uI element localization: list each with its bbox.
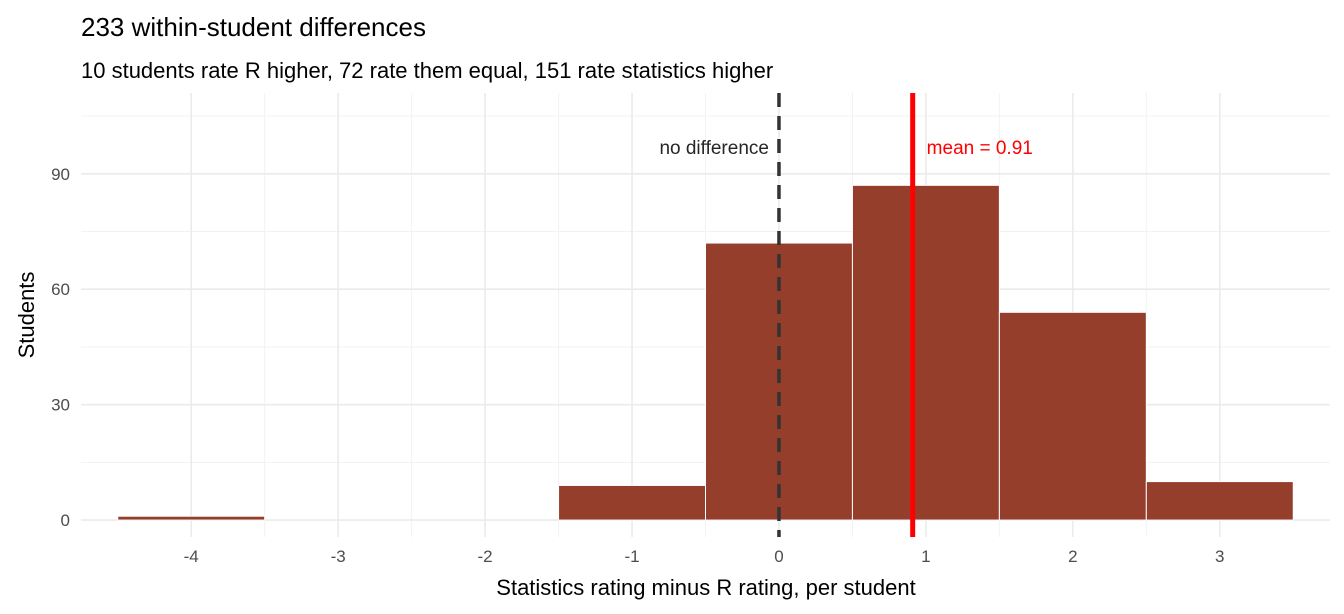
no-difference-label: no difference [659,138,769,159]
x-tick-label: -1 [624,547,639,566]
histogram-bar [1145,481,1294,521]
y-tick-label: 60 [51,280,70,299]
y-tick-label: 90 [51,165,70,184]
histogram-bar [558,484,707,521]
x-tick-label: 1 [921,547,930,566]
x-tick-label: -4 [184,547,199,566]
y-axis-title: Students [14,272,39,359]
x-tick-label: 0 [774,547,783,566]
y-tick-label: 0 [61,511,70,530]
x-tick-label: -3 [331,547,346,566]
mean-label: mean = 0.91 [927,138,1033,159]
x-axis-title: Statistics rating minus R rating, per st… [496,575,915,600]
y-tick-labels: 0 30 60 90 [51,165,70,530]
x-tick-labels: -4 -3 -2 -1 0 1 2 3 [184,547,1225,566]
chart-subtitle: 10 students rate R higher, 72 rate them … [81,58,773,83]
reference-lines: no difference mean = 0.91 [659,93,1033,537]
histogram-bar [117,515,266,521]
x-tick-label: 2 [1068,547,1077,566]
x-tick-label: 3 [1215,547,1224,566]
chart-title: 233 within-student differences [81,12,426,42]
histogram-bar [851,184,1000,521]
histogram-bar [998,311,1147,521]
y-tick-label: 30 [51,396,70,415]
x-tick-label: -2 [478,547,493,566]
